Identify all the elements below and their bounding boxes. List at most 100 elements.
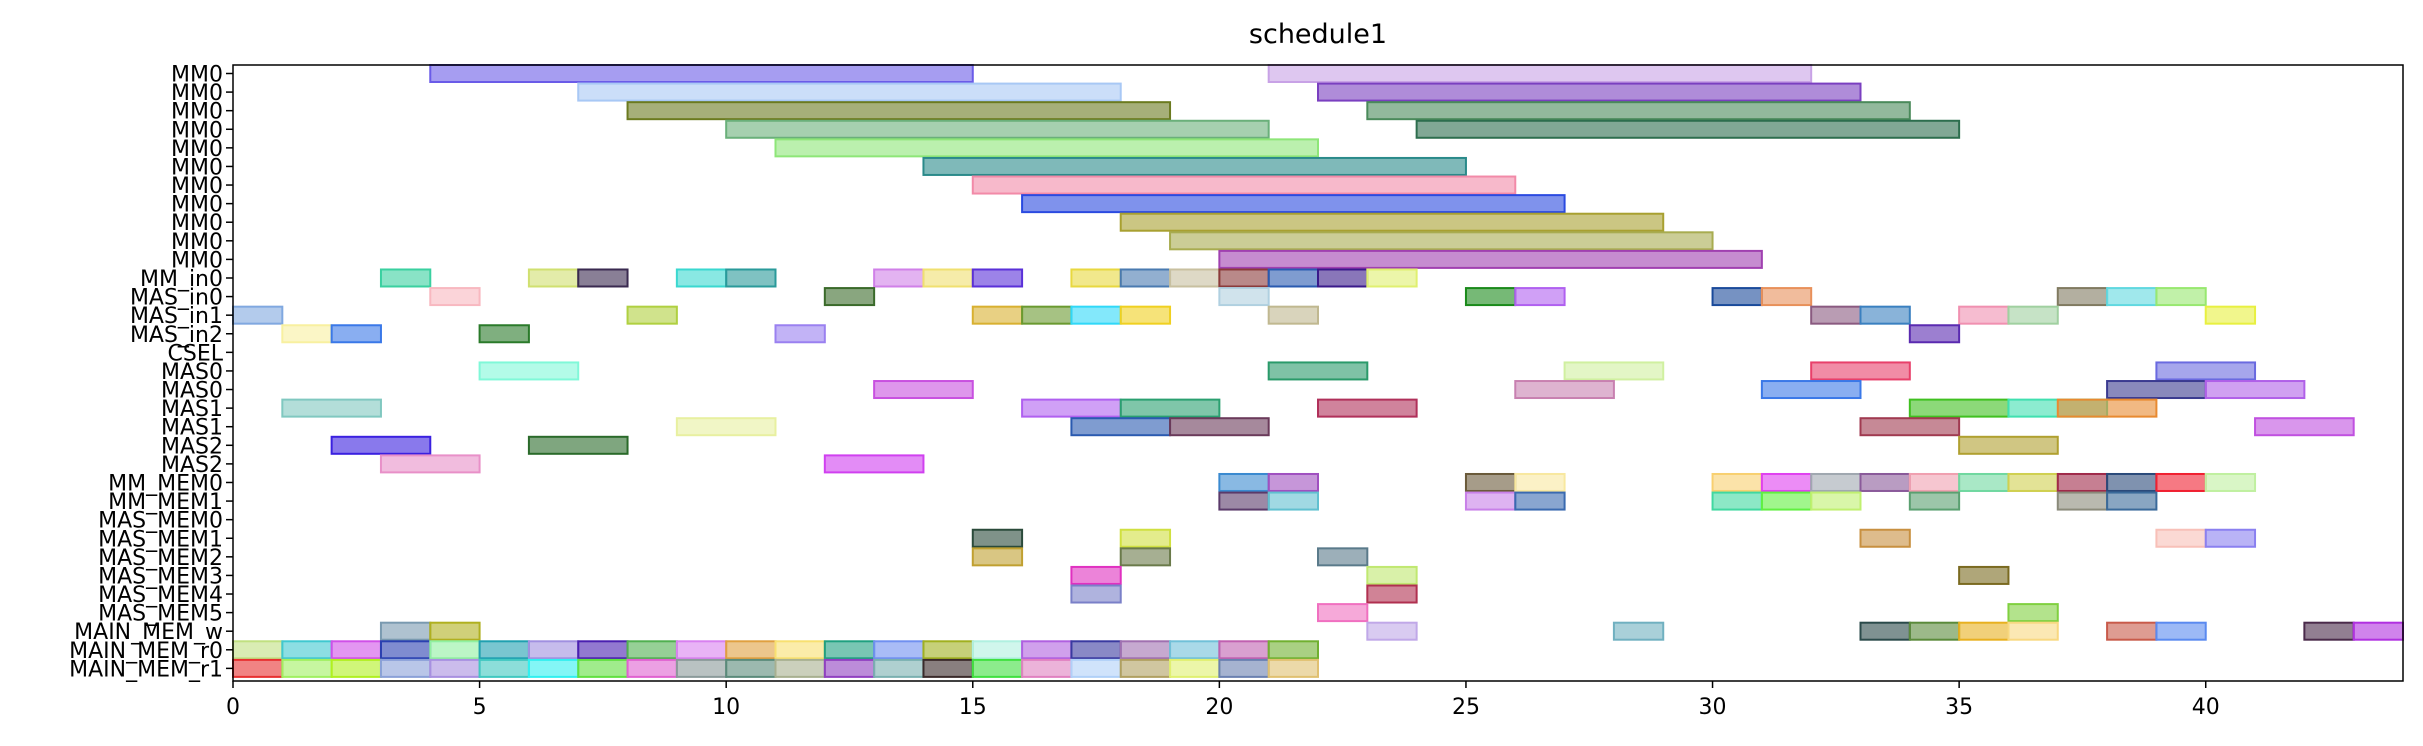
task-bar — [922, 156, 1467, 176]
task-bar — [1958, 435, 2059, 455]
y-tick-label: MM0 — [171, 100, 223, 125]
y-tick-label: MAS_MEM2 — [98, 546, 223, 571]
task-bar — [1810, 491, 1862, 511]
task-bar — [232, 305, 284, 325]
task-bar — [1958, 472, 2010, 492]
y-tick-label: MM0 — [171, 193, 223, 218]
task-bar — [1859, 305, 1911, 325]
task-bar — [1119, 547, 1172, 567]
task-bar — [1119, 398, 1221, 418]
task-bar — [1218, 287, 1270, 307]
task-bar — [2007, 621, 2059, 641]
task-bar — [379, 658, 432, 678]
task-bar — [2352, 621, 2405, 641]
y-tick-label: MAIN_MEM_r1 — [69, 657, 223, 682]
task-bar — [1760, 491, 1813, 511]
task-bar — [379, 268, 432, 288]
task-bar — [1859, 621, 1911, 641]
task-bar — [873, 268, 925, 288]
task-bar — [1169, 658, 1221, 678]
task-bar — [1760, 380, 1862, 400]
task-bar — [2106, 491, 2158, 511]
y-tick-label: MAS2 — [161, 453, 223, 478]
task-bar — [330, 324, 382, 344]
task-bar — [1810, 305, 1862, 325]
task-bar — [2056, 472, 2109, 492]
task-bar — [1711, 472, 1763, 492]
task-bar — [577, 82, 1122, 102]
y-tick-label: MM0 — [171, 230, 223, 255]
task-bar — [379, 454, 481, 474]
task-bar — [1366, 565, 1418, 585]
task-bar — [577, 268, 629, 288]
task-bar — [2007, 305, 2059, 325]
chart-title: schedule1 — [1249, 19, 1387, 50]
task-bar — [1267, 305, 1319, 325]
task-bar — [922, 658, 974, 678]
task-bar — [2106, 287, 2158, 307]
task-bar — [1760, 287, 1813, 307]
task-bar — [1859, 528, 1911, 548]
y-tick-label: MAS_in2 — [130, 323, 223, 348]
task-bar — [2155, 472, 2207, 492]
task-bar — [281, 398, 382, 418]
task-bar — [527, 658, 580, 678]
task-bar — [774, 640, 826, 660]
task-bar — [2106, 380, 2207, 400]
task-bar — [675, 417, 777, 437]
x-axis-ticks: 0 5 10 15 20 25 30 35 40 — [226, 681, 2220, 720]
task-bar — [281, 658, 333, 678]
task-bar — [1514, 380, 1615, 400]
y-tick-label: MAS1 — [161, 416, 223, 441]
task-bar — [1267, 491, 1319, 511]
plot-frame — [232, 64, 2404, 682]
task-bar — [1317, 82, 1862, 102]
y-tick-label: MAS_in0 — [130, 286, 223, 311]
task-bar — [1218, 640, 1270, 660]
task-bar — [429, 658, 481, 678]
task-bar — [725, 640, 777, 660]
task-bar — [2155, 528, 2207, 548]
task-bar — [2106, 621, 2158, 641]
task-bar — [1070, 658, 1122, 678]
task-bar — [675, 658, 728, 678]
task-bar — [873, 380, 974, 400]
task-bar — [1859, 417, 1961, 437]
x-tick-label: 15 — [959, 695, 987, 720]
task-bar — [2007, 472, 2059, 492]
task-bar — [2303, 621, 2355, 641]
task-bar — [1514, 287, 1566, 307]
task-bar — [922, 640, 974, 660]
task-bar — [1267, 361, 1369, 381]
task-bar — [1711, 287, 1763, 307]
task-bar — [1119, 640, 1172, 660]
y-tick-label: MM0 — [171, 211, 223, 236]
task-bar — [1021, 194, 1566, 214]
y-tick-label: MAS_MEM5 — [98, 602, 223, 627]
task-bar — [1021, 398, 1122, 418]
task-bar — [1514, 491, 1566, 511]
task-bar — [379, 621, 432, 641]
task-bar — [429, 64, 974, 83]
task-bars — [232, 64, 2405, 678]
task-bar — [1464, 491, 1517, 511]
task-bar — [2204, 305, 2257, 325]
task-bar — [1859, 472, 1911, 492]
task-bar — [971, 640, 1024, 660]
task-bar — [971, 305, 1024, 325]
task-bar — [675, 640, 728, 660]
task-bar — [971, 268, 1024, 288]
y-tick-label: MM0 — [171, 118, 223, 143]
y-tick-label: MAS0 — [161, 360, 223, 385]
task-bar — [330, 640, 382, 660]
task-bar — [1366, 268, 1418, 288]
task-bar — [429, 287, 481, 307]
task-bar — [1958, 621, 2010, 641]
task-bar — [1021, 658, 1073, 678]
task-bar — [1563, 361, 1665, 381]
task-bar — [2056, 491, 2109, 511]
task-bar — [1267, 268, 1319, 288]
task-bar — [971, 175, 1517, 195]
task-bar — [1218, 249, 1763, 269]
